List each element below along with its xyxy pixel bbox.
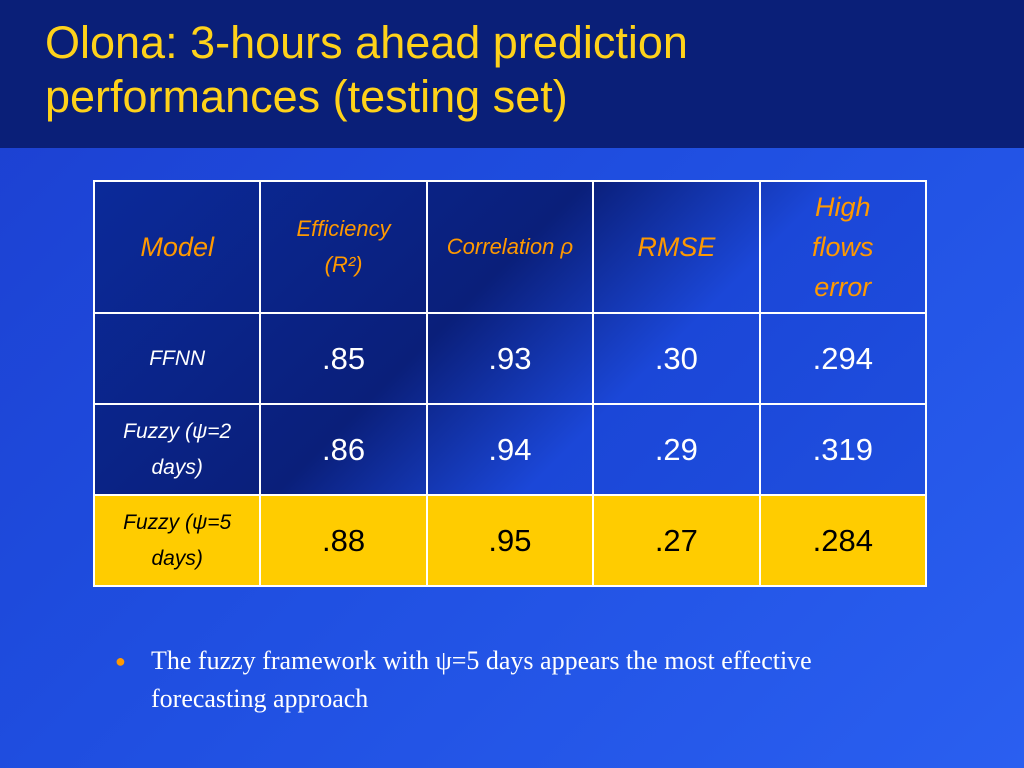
value-cell: .30 xyxy=(592,312,761,405)
value-cell: .319 xyxy=(758,403,928,496)
metric-value: .27 xyxy=(654,522,698,558)
metric-value: .95 xyxy=(488,522,532,558)
value-cell: .93 xyxy=(425,312,595,405)
table-row: FFNN .85 .93 .30 .294 xyxy=(92,312,928,405)
header-row: Model Efficiency (R²) Correlation ρ RMSE… xyxy=(92,180,928,314)
header-text: Correlation ρ xyxy=(446,234,574,259)
model-name: FFNN xyxy=(149,346,206,370)
metric-value: .284 xyxy=(812,522,873,558)
metric-value: .29 xyxy=(654,431,698,467)
metric-value: .30 xyxy=(654,340,698,376)
value-cell: .85 xyxy=(259,312,428,405)
value-cell: .86 xyxy=(259,403,428,496)
model-name: Fuzzy (ψ=2 days) xyxy=(123,419,232,479)
header-cell: Model xyxy=(92,180,262,314)
header-cell: Correlation ρ xyxy=(425,180,595,314)
header-text: Efficiency (R²) xyxy=(296,216,391,277)
metric-value: .294 xyxy=(812,340,873,376)
value-cell: .284 xyxy=(758,494,928,587)
header-text: Model xyxy=(140,232,214,262)
header-text: RMSE xyxy=(637,232,716,262)
header-text: High flows error xyxy=(812,192,874,302)
bullet-list: ● The fuzzy framework with ψ=5 days appe… xyxy=(115,642,895,718)
model-cell: FFNN xyxy=(92,312,262,405)
model-cell: Fuzzy (ψ=2 days) xyxy=(92,403,262,496)
table-row: Fuzzy (ψ=2 days) .86 .94 .29 .319 xyxy=(92,403,928,496)
results-table: Model Efficiency (R²) Correlation ρ RMSE… xyxy=(92,180,928,587)
value-cell: .94 xyxy=(425,403,595,496)
slide-title: Olona: 3-hours ahead prediction performa… xyxy=(45,17,688,122)
model-name: Fuzzy (ψ=5 days) xyxy=(123,510,232,570)
metric-value: .94 xyxy=(488,431,532,467)
metric-value: .86 xyxy=(322,431,366,467)
value-cell: .88 xyxy=(259,494,428,587)
value-cell: .95 xyxy=(425,494,595,587)
header-cell: RMSE xyxy=(592,180,761,314)
model-cell: Fuzzy (ψ=5 days) xyxy=(92,494,262,587)
value-cell: .294 xyxy=(758,312,928,405)
bullet-text: The fuzzy framework with ψ=5 days appear… xyxy=(151,646,812,713)
metric-value: .93 xyxy=(488,340,532,376)
bullet-dot: ● xyxy=(115,651,126,671)
value-cell: .27 xyxy=(592,494,761,587)
value-cell: .29 xyxy=(592,403,761,496)
title-band xyxy=(0,0,1024,148)
table-row: Fuzzy (ψ=5 days) .88 .95 .27 .284 xyxy=(92,494,928,587)
header-cell: High flows error xyxy=(758,180,928,314)
metric-value: .85 xyxy=(322,340,366,376)
metric-value: .319 xyxy=(812,431,873,467)
metric-value: .88 xyxy=(322,522,366,558)
header-cell: Efficiency (R²) xyxy=(259,180,428,314)
